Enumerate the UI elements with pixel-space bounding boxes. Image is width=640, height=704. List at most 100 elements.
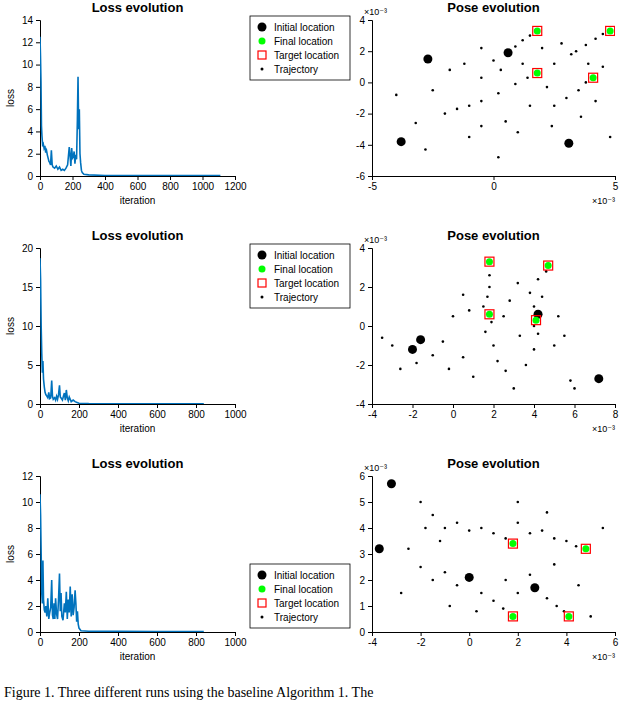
pose-point bbox=[587, 62, 590, 65]
tick-label: 2 bbox=[491, 409, 497, 420]
tick-label: 1000 bbox=[224, 409, 247, 420]
tick: 0 bbox=[27, 399, 40, 410]
tick-label: -2 bbox=[417, 637, 426, 648]
tick-label: 4 bbox=[532, 409, 538, 420]
tick-label: 4 bbox=[564, 637, 570, 648]
tick-mark bbox=[615, 632, 616, 636]
tick-label: 5 bbox=[359, 497, 365, 508]
tick-label: 10 bbox=[22, 497, 34, 508]
pose-point bbox=[517, 501, 520, 504]
pose-point bbox=[529, 34, 532, 37]
pose-point bbox=[514, 45, 517, 48]
tick-mark bbox=[235, 404, 236, 408]
pose-point bbox=[529, 532, 532, 535]
tick-label: 2 bbox=[359, 282, 365, 293]
loss-line bbox=[40, 258, 204, 404]
pose-point bbox=[545, 262, 552, 269]
tick-mark bbox=[518, 632, 519, 636]
legend-marker bbox=[259, 38, 266, 45]
tick: 600 bbox=[149, 632, 166, 648]
axis-multiplier: ×10⁻³ bbox=[364, 463, 387, 473]
pose-point bbox=[553, 563, 556, 566]
tick-mark bbox=[36, 365, 40, 366]
tick-label: 0 bbox=[27, 171, 33, 182]
y-axis-line bbox=[368, 21, 373, 177]
tick-label: 0 bbox=[27, 399, 33, 410]
tick-label: 200 bbox=[71, 637, 88, 648]
tick: 200 bbox=[71, 632, 88, 648]
tick: 2 bbox=[27, 148, 40, 159]
pose-point bbox=[499, 69, 502, 72]
y-axis-line bbox=[368, 477, 373, 633]
pose-point bbox=[465, 573, 474, 582]
pose-point bbox=[532, 316, 541, 325]
tick-mark bbox=[413, 404, 414, 408]
pose-point bbox=[573, 387, 576, 390]
tick: -4 bbox=[356, 140, 372, 151]
tick-label: 0 bbox=[27, 627, 33, 638]
axis-multiplier: ×10⁻³ bbox=[592, 196, 615, 206]
pose-point bbox=[607, 27, 614, 34]
x-axis-line bbox=[41, 633, 236, 637]
tick-mark bbox=[36, 248, 40, 249]
pose-point bbox=[462, 294, 465, 297]
tick: -5 bbox=[368, 176, 377, 192]
pose-point bbox=[525, 364, 528, 367]
x-axis: -505 bbox=[368, 176, 619, 192]
tick-mark bbox=[566, 632, 567, 636]
tick-label: 5 bbox=[27, 360, 33, 371]
tick-label: 600 bbox=[149, 409, 166, 420]
plot-area bbox=[40, 494, 204, 631]
tick-label: -6 bbox=[356, 171, 365, 182]
tick-label: 1200 bbox=[224, 181, 247, 192]
loss-panel: Loss evolution02004006008001000024681012… bbox=[5, 456, 247, 662]
tick-label: 4 bbox=[359, 523, 365, 534]
tick-mark bbox=[157, 404, 158, 408]
pose-point bbox=[565, 97, 568, 100]
tick-mark bbox=[368, 51, 372, 52]
tick: 800 bbox=[188, 404, 205, 420]
x-axis-title: iteration bbox=[120, 651, 156, 662]
tick: 400 bbox=[110, 404, 127, 420]
pose-point bbox=[563, 334, 566, 337]
legend: Initial locationFinal locationTarget loc… bbox=[250, 16, 350, 80]
plot-area bbox=[395, 26, 615, 158]
tick-label: -5 bbox=[368, 181, 377, 192]
pose-point bbox=[517, 522, 520, 525]
figure: Loss evolution02004006008001000120002468… bbox=[0, 0, 640, 704]
pose-point bbox=[448, 69, 451, 72]
tick: -4 bbox=[368, 404, 377, 420]
legend-marker bbox=[258, 51, 266, 59]
tick-label: 600 bbox=[130, 181, 147, 192]
pose-point bbox=[577, 584, 580, 587]
pose-point bbox=[482, 305, 485, 308]
pose-point bbox=[502, 315, 505, 318]
pose-point bbox=[431, 579, 434, 582]
tick-mark bbox=[36, 109, 40, 110]
pose-point bbox=[502, 607, 505, 610]
pose-point bbox=[564, 139, 573, 148]
legend-entry: Initial location bbox=[274, 250, 335, 261]
pose-point bbox=[504, 120, 507, 123]
tick-mark bbox=[453, 404, 454, 408]
tick: 12 bbox=[22, 37, 40, 48]
pose-panel: Pose evolution-4-202468-4-2024×10⁻³×10⁻³… bbox=[250, 228, 619, 434]
pose-point bbox=[444, 112, 447, 115]
tick-label: 0 bbox=[451, 409, 457, 420]
pose-point bbox=[492, 59, 495, 62]
tick-mark bbox=[36, 65, 40, 66]
legend-marker bbox=[259, 586, 266, 593]
pose-point bbox=[602, 66, 605, 69]
tick-mark bbox=[368, 502, 372, 503]
tick-mark bbox=[36, 42, 40, 43]
y-axis: 0123456 bbox=[359, 471, 372, 638]
pose-point bbox=[508, 612, 517, 621]
pose-point bbox=[497, 156, 500, 159]
tick-mark bbox=[368, 580, 372, 581]
loss-panel: Loss evolution02004006008001000120002468… bbox=[5, 0, 247, 206]
tick: 15 bbox=[22, 282, 40, 293]
tick: -2 bbox=[356, 360, 372, 371]
tick: 800 bbox=[162, 176, 179, 192]
tick: 20 bbox=[22, 243, 40, 254]
pose-point bbox=[456, 108, 459, 111]
